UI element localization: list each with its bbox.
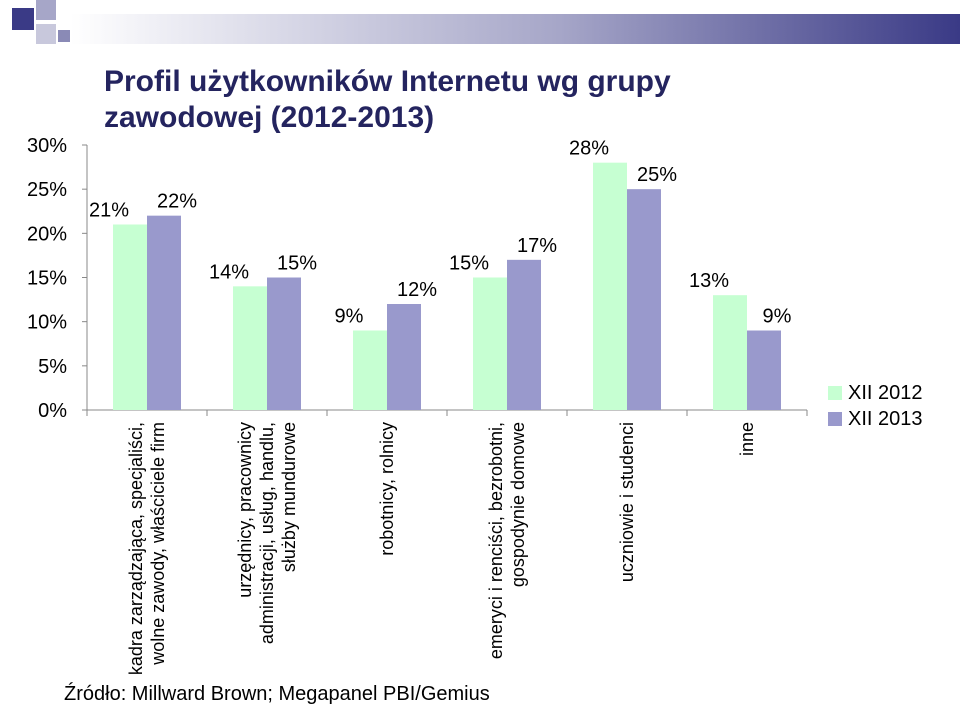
bar-xii-2013 — [387, 304, 421, 410]
source-note: Źródło: Millward Brown; Megapanel PBI/Ge… — [64, 683, 490, 705]
category-label: uczniowie i studenci — [617, 422, 637, 582]
y-tick-label: 0% — [38, 400, 67, 422]
bar-xii-2013 — [507, 259, 541, 410]
y-tick-label: 30% — [27, 135, 67, 157]
header-square-3 — [36, 24, 56, 44]
category-label: służby mundurowe — [279, 422, 299, 572]
header-square-4 — [58, 30, 70, 42]
category-label: kadra zarządzająca, specjaliści, — [126, 422, 146, 675]
bar-xii-2012 — [353, 330, 387, 410]
category-label: inne — [737, 422, 757, 456]
data-label-xii-2013: 17% — [517, 235, 557, 257]
legend: XII 2012 XII 2013 — [828, 380, 923, 432]
header-square-1 — [12, 8, 34, 30]
bar-xii-2013 — [627, 189, 661, 410]
y-tick-label: 25% — [27, 179, 67, 201]
data-label-xii-2013: 12% — [397, 279, 437, 301]
data-label-xii-2012: 13% — [689, 270, 729, 292]
bar-xii-2012 — [473, 277, 507, 410]
legend-label-xii-2012: XII 2012 — [848, 381, 923, 404]
category-label: urzędnicy, pracownicy — [235, 422, 255, 598]
bar-xii-2013 — [747, 330, 781, 410]
legend-item-xii-2012: XII 2012 — [828, 380, 923, 406]
data-label-xii-2012: 28% — [569, 138, 609, 160]
data-label-xii-2012: 14% — [209, 261, 249, 283]
chart-title: Profil użytkowników Internetu wg grupy z… — [104, 65, 671, 134]
bar-xii-2013 — [147, 215, 181, 410]
category-label: administracji, usług, handlu, — [257, 422, 277, 644]
data-label-xii-2012: 15% — [449, 253, 489, 275]
category-label: robotnicy, rolnicy — [377, 422, 397, 556]
legend-swatch-xii-2012 — [828, 386, 842, 400]
bar-xii-2012 — [233, 286, 267, 410]
bar-xii-2013 — [267, 277, 301, 410]
category-label: gospodynie domowe — [508, 422, 528, 587]
data-label-xii-2013: 15% — [277, 253, 317, 275]
y-tick-label: 5% — [38, 356, 67, 378]
category-label: wolne zawody, właściciele firm — [148, 422, 168, 666]
legend-swatch-xii-2013 — [828, 412, 842, 426]
legend-item-xii-2013: XII 2013 — [828, 406, 923, 432]
category-label: emeryci i renciści, bezrobotni, — [486, 422, 506, 659]
data-label-xii-2013: 9% — [763, 306, 792, 328]
header-gradient-strip — [70, 14, 960, 44]
y-tick-label: 10% — [27, 312, 67, 334]
data-label-xii-2013: 22% — [157, 191, 197, 213]
header-square-2 — [36, 0, 56, 20]
data-label-xii-2013: 25% — [637, 164, 677, 186]
bar-xii-2012 — [113, 224, 147, 410]
data-label-xii-2012: 9% — [335, 306, 364, 328]
y-tick-label: 20% — [27, 223, 67, 245]
legend-label-xii-2013: XII 2013 — [848, 407, 923, 430]
y-tick-label: 15% — [27, 268, 67, 290]
bar-xii-2012 — [593, 162, 627, 410]
bar-xii-2012 — [713, 295, 747, 410]
data-label-xii-2012: 21% — [89, 200, 129, 222]
